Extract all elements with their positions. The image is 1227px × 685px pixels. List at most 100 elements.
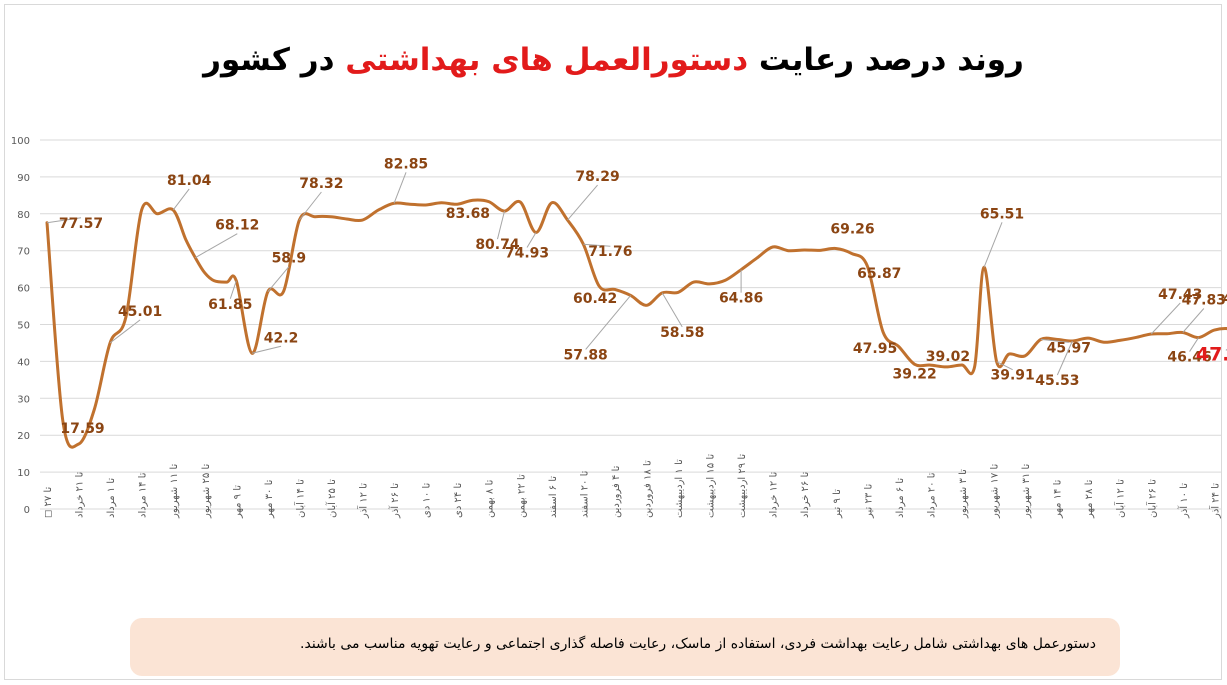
y-tick-label: 50 [17,321,30,332]
x-tick-label: تا ۲۳ تیر [863,484,874,519]
data-label: 46.46 [1167,350,1211,366]
data-label: 65.87 [857,266,901,282]
footnote-text: دستورعمل های بهداشتی شامل رعایت بهداشت ف… [300,636,1096,652]
leader-line [585,295,632,350]
x-tick-label: تا ۲۹ اردیبهشت [737,454,748,518]
x-tick-label: تا ۲۵ شهریور [201,464,212,519]
leader-line [172,188,190,211]
data-label: 39.02 [926,349,970,365]
x-tick-label: تا ۶ اسفند [548,476,559,518]
leader-line [109,319,141,344]
leader-line [46,217,82,224]
leader-line [251,345,282,354]
leader-line [1182,308,1205,333]
leader-line [583,243,611,247]
leader-line [983,222,1003,268]
x-tick-label: تا ۲۴ دی [453,483,464,518]
leader-line [1056,340,1073,376]
x-tick-label: تا ۱ اردیبهشت [674,459,685,518]
title-prefix: روند درصد رعایت [748,42,1024,78]
chart-title: روند درصد رعایت دستورالعمل های بهداشتی د… [0,42,1227,78]
x-tick-label: تا ۹ تیر [832,489,843,519]
y-tick-label: 10 [17,468,30,479]
x-tick-label: تا ۱ مرداد [106,478,117,518]
x-tick-label: تا ۲۰ اسفند [579,470,590,518]
data-label: 80.74 [475,237,520,253]
data-label: 58.9 [272,251,307,267]
data-label: 60.42 [573,291,617,307]
leader-line [1189,337,1199,352]
x-tick-label: تا ۱۰ آذر [1177,483,1190,519]
footnote-box: دستورعمل های بهداشتی شامل رعایت بهداشت ف… [130,618,1120,676]
y-tick-label: 100 [11,136,30,147]
y-tick-label: 30 [17,394,30,405]
x-tick-label: تا ۲۶ آذر [388,483,401,519]
leader-line [229,280,237,299]
x-tick-label: تا ۲۰ مرداد [926,472,937,518]
data-label: 78.32 [299,176,343,192]
leader-line [496,210,505,240]
y-tick-label: 60 [17,284,30,295]
data-label: 81.04 [167,173,212,189]
x-tick-label: تا ۳۱ شهریور [1021,464,1032,519]
x-tick-label: تا ۲۲ بهمن [516,474,527,518]
x-tick-label: تا ۳۰ مهر [264,479,275,519]
title-suffix: در کشور [203,42,346,78]
leader-line [526,232,537,248]
data-label: 83.68 [446,206,490,222]
x-tick-label: تا ۲۵ آبان [325,479,338,518]
x-tick-label: تا ۲۴ آذر [1208,483,1221,519]
data-label: 48.82 [1223,291,1227,307]
data-label: 39.91 [991,368,1035,384]
leader-line [195,233,238,259]
x-tick-label: تا ۱۸ فروردین [642,460,653,518]
x-tick-label: تا ۱۱ شهریور [169,464,180,519]
y-tick-label: 0 [24,505,30,516]
leader-line [1150,302,1181,335]
x-tick-label: تا ۸ بهمن [485,479,496,518]
data-label: 47.43 [1158,287,1202,303]
data-label: 74.93 [505,246,549,262]
y-tick-label: 40 [17,357,30,368]
x-tick-label: تا ۱۴ مرداد [138,472,149,518]
x-tick-label: تا ۲۱ خرداد [75,471,86,518]
y-tick-label: 90 [17,173,30,184]
y-tick-label: 70 [17,247,30,258]
data-label: 47.95 [853,341,897,357]
x-tick-label: تا ۲۸ مهر [1084,479,1095,519]
data-label: 65.51 [980,206,1024,222]
x-tick-label: تا ۱۲ خرداد [769,471,780,518]
data-label: 68.12 [215,218,259,234]
data-label: 82.85 [384,156,428,172]
x-tick-label: تا ۴ فروردین [611,465,622,518]
leader-line [299,191,322,221]
leader-line [1040,338,1069,343]
x-tick-label: تا ۳ شهریور [958,469,969,519]
x-tick-label: تا ۹ مهر [232,485,243,519]
leader-line [567,184,598,221]
data-label: 45.53 [1035,373,1079,389]
x-tick-label: تا ۱۴ آبان [293,479,306,518]
x-tick-label: تا ۱۷ شهریور [990,464,1001,519]
line-chart: 0 10 20 30 40 50 60 70 80 90 100 تا ۲۷ ◻ تا ۲۱ خرداد… [11,136,1227,519]
title-highlight: دستورالعمل های بهداشتی [345,42,749,78]
data-label: 45.01 [118,304,162,320]
series-line [45,198,1227,449]
y-tick-label: 20 [17,431,30,442]
y-tick-label: 80 [17,210,30,221]
leader-line [661,292,683,328]
x-tick-label: تا ۲۶ آبان [1145,479,1158,518]
chart-frame [4,4,1222,680]
data-label: 39.22 [892,366,936,382]
x-tick-label: تا ۱۲ آبان [1114,479,1127,518]
data-label: 69.26 [830,221,874,237]
x-tick-label: تا ۶ مرداد [895,478,906,518]
data-label: 61.85 [208,297,252,313]
x-tick-label: تا ۲۶ خرداد [800,471,811,518]
x-tick-label: تا ۲۷ ◻ [43,487,54,518]
data-label: 78.29 [575,169,619,185]
data-label: 42.2 [264,330,299,346]
x-tick-label: تا ۱۵ اردیبهشت [706,454,717,518]
x-tick-label: تا ۱۴ مهر [1053,479,1064,519]
leader-line [267,266,290,292]
